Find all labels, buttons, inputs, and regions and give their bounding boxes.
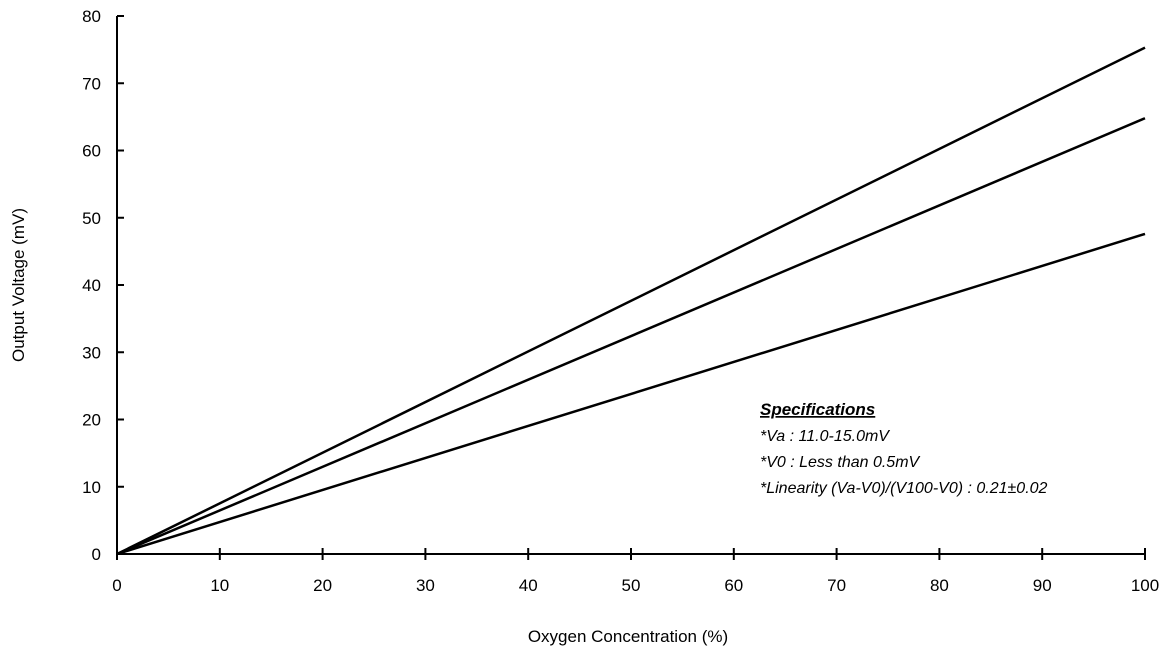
x-tick-label: 20 — [313, 576, 332, 595]
specifications-annotation: Specifications *Va : 11.0-15.0mV *V0 : L… — [760, 400, 1048, 497]
y-tick-label: 80 — [82, 7, 101, 26]
y-tick-label: 20 — [82, 411, 101, 430]
y-tick-label: 50 — [82, 209, 101, 228]
axes-layer — [116, 16, 1145, 555]
series-line-2 — [116, 117, 1146, 556]
ticks-layer: 0 10 20 30 40 50 60 70 80 90 100 0 10 20 30 40 50 60 70 80 — [82, 7, 1159, 595]
x-tick-label: 40 — [519, 576, 538, 595]
spec-line-linearity: *Linearity (Va-V0)/(V100-V0) : 0.21±0.02 — [760, 480, 1048, 497]
x-tick-label: 90 — [1033, 576, 1052, 595]
series-line-1 — [116, 46, 1146, 556]
x-tick-label: 0 — [112, 576, 121, 595]
y-tick-label: 60 — [82, 142, 101, 161]
y-axis-title: Output Voltage (mV) — [9, 208, 28, 362]
y-tick-label: 10 — [82, 478, 101, 497]
y-tick-label: 0 — [92, 545, 101, 564]
y-tick-label: 70 — [82, 74, 101, 93]
y-tick-label: 40 — [82, 276, 101, 295]
x-tick-label: 10 — [210, 576, 229, 595]
spec-line-va: *Va : 11.0-15.0mV — [760, 428, 890, 445]
x-tick-label: 30 — [416, 576, 435, 595]
x-tick-label: 80 — [930, 576, 949, 595]
y-tick-label: 30 — [82, 343, 101, 362]
x-tick-label: 70 — [827, 576, 846, 595]
spec-line-v0: *V0 : Less than 0.5mV — [760, 454, 921, 471]
x-tick-label: 100 — [1131, 576, 1159, 595]
specifications-title: Specifications — [760, 400, 875, 419]
x-tick-label: 60 — [724, 576, 743, 595]
series-layer — [116, 46, 1146, 556]
x-axis-title: Oxygen Concentration (%) — [528, 627, 728, 646]
x-tick-label: 50 — [622, 576, 641, 595]
series-line-3 — [116, 232, 1146, 556]
